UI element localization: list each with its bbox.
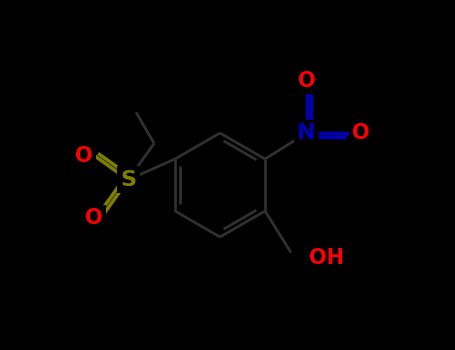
Text: O: O (298, 71, 315, 91)
Text: O: O (75, 146, 92, 166)
Text: N: N (298, 123, 316, 143)
Text: O: O (352, 123, 369, 143)
Text: S: S (120, 170, 136, 190)
Text: O: O (86, 208, 103, 228)
Text: OH: OH (309, 247, 344, 268)
